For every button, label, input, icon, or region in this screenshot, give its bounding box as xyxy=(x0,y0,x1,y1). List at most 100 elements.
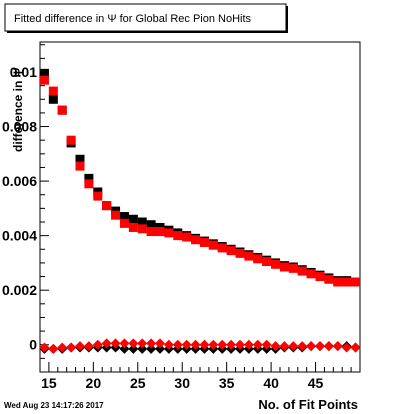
data-point-diamond xyxy=(181,339,192,350)
data-point-diamond xyxy=(110,338,121,349)
title-shadow-bottom xyxy=(7,31,288,33)
title-shadow-right xyxy=(286,6,288,33)
y-tick-label: 0 xyxy=(29,337,37,353)
data-point-diamond xyxy=(190,339,201,350)
data-point-diamond xyxy=(83,341,94,352)
title-frame xyxy=(4,3,287,32)
data-point-diamond xyxy=(306,341,317,352)
data-point-diamond xyxy=(137,338,148,349)
data-point-square xyxy=(146,227,156,237)
chart-title: Fitted difference in Ψ for Global Rec Pi… xyxy=(14,13,252,25)
data-point-square xyxy=(235,248,245,258)
data-point-diamond xyxy=(323,341,334,352)
data-point-diamond xyxy=(208,339,219,350)
data-point-square xyxy=(128,222,138,232)
data-point-square xyxy=(173,231,183,241)
data-point-square xyxy=(333,277,343,287)
data-point-square xyxy=(191,235,201,245)
x-tick-label: 15 xyxy=(41,375,57,391)
data-point-diamond xyxy=(226,339,237,350)
data-point-square xyxy=(342,277,352,287)
data-point-square xyxy=(279,262,289,272)
data-point-diamond xyxy=(252,339,263,350)
data-point-diamond xyxy=(341,342,352,353)
timestamp-footer: Wed Aug 23 14:17:26 2017 xyxy=(4,401,104,410)
data-point-diamond xyxy=(119,343,130,354)
x-axis-label: No. of Fit Points xyxy=(258,397,358,412)
y-tick-label: 0.008 xyxy=(2,119,37,135)
data-point-square xyxy=(208,240,218,250)
data-point-diamond xyxy=(146,338,157,349)
data-point-diamond xyxy=(172,339,183,350)
x-tick-label: 30 xyxy=(174,375,190,391)
data-point-square xyxy=(253,254,263,264)
data-point-diamond xyxy=(243,339,254,350)
data-point-square xyxy=(119,212,129,222)
data-point-square xyxy=(119,218,129,228)
data-point-square xyxy=(306,269,316,279)
data-point-square xyxy=(84,173,94,183)
y-tick-label: 0.002 xyxy=(2,282,37,298)
data-marks xyxy=(39,68,361,354)
data-point-diamond xyxy=(146,343,157,354)
data-point-diamond xyxy=(92,339,103,350)
y-tick-label: 0.006 xyxy=(2,173,37,189)
data-point-square xyxy=(137,224,147,234)
data-point-square xyxy=(66,135,76,145)
data-point-square xyxy=(75,154,85,164)
y-tick-label: 0.01 xyxy=(10,64,37,80)
data-point-square xyxy=(48,86,58,96)
data-point-diamond xyxy=(270,341,281,352)
data-point-square xyxy=(93,191,103,201)
data-point-diamond xyxy=(137,343,148,354)
data-point-square xyxy=(315,272,325,282)
data-point-diamond xyxy=(75,341,85,352)
data-point-square xyxy=(84,179,94,189)
data-point-diamond xyxy=(332,341,343,352)
data-point-diamond xyxy=(315,341,325,352)
data-point-diamond xyxy=(199,339,210,350)
data-point-diamond xyxy=(128,343,139,354)
data-point-square xyxy=(39,68,49,78)
data-point-diamond xyxy=(350,342,361,353)
y-axis-ticks: 0 0.002 0.004 0.006 0.008 0.01 xyxy=(2,44,49,373)
data-point-square xyxy=(39,75,49,85)
data-point-square xyxy=(137,217,147,227)
x-tick-label: 40 xyxy=(263,375,279,391)
data-point-square xyxy=(271,259,281,269)
data-point-diamond xyxy=(155,343,165,354)
data-point-square xyxy=(164,228,174,238)
data-point-square xyxy=(324,274,334,284)
data-point-square xyxy=(217,243,227,253)
data-point-square xyxy=(57,105,67,115)
data-point-square xyxy=(288,263,298,273)
data-point-square xyxy=(262,257,272,267)
data-point-square xyxy=(128,214,138,224)
data-point-diamond xyxy=(261,339,272,350)
x-tick-label: 25 xyxy=(130,375,146,391)
data-point-diamond xyxy=(119,338,130,349)
data-point-diamond xyxy=(279,341,290,352)
y-axis-label: difference in Ψ xyxy=(11,67,25,152)
data-point-diamond xyxy=(101,338,112,349)
data-point-diamond xyxy=(155,338,165,349)
data-point-square xyxy=(182,232,192,242)
y-tick-label: 0.004 xyxy=(2,228,37,244)
data-point-square xyxy=(199,237,209,247)
data-point-square xyxy=(244,251,254,261)
data-point-diamond xyxy=(39,342,50,353)
data-point-diamond xyxy=(57,342,68,353)
data-point-diamond xyxy=(235,339,245,350)
x-axis-ticks: 15 20 25 30 35 40 45 xyxy=(41,362,361,391)
data-point-diamond xyxy=(163,339,174,350)
data-point-square xyxy=(48,94,58,104)
data-point-diamond xyxy=(288,341,299,352)
data-point-diamond xyxy=(48,343,59,354)
x-tick-label: 35 xyxy=(219,375,235,391)
data-point-square xyxy=(75,161,85,171)
x-tick-label: 45 xyxy=(308,375,324,391)
data-point-diamond xyxy=(297,341,308,352)
data-point-square xyxy=(226,246,236,256)
data-point-square xyxy=(111,210,121,220)
